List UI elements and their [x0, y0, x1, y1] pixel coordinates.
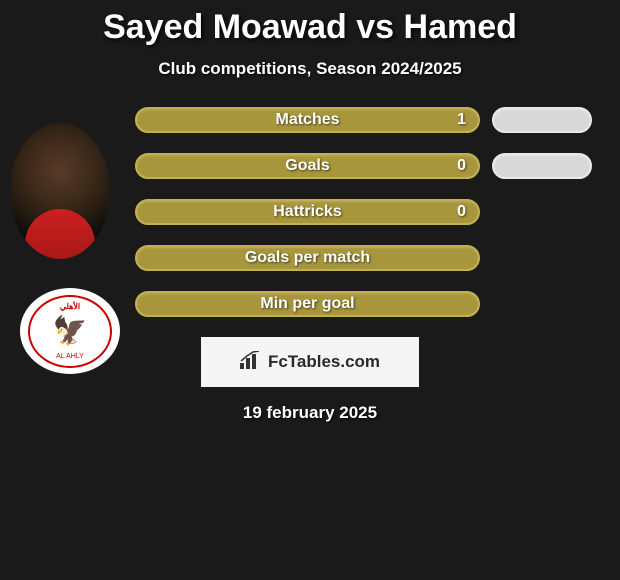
stat-bar-player2 — [492, 153, 592, 179]
stat-row-goals-per-match: Goals per match — [135, 245, 600, 271]
stat-label: Matches — [275, 111, 339, 129]
stat-row-matches: Matches 1 — [135, 107, 600, 133]
badge-inner: الأهلي 🦅 AL AHLY — [28, 295, 112, 368]
stat-bar-player1: Matches 1 — [135, 107, 480, 133]
subtitle: Club competitions, Season 2024/2025 — [0, 59, 620, 79]
badge-bottom-text: AL AHLY — [56, 353, 84, 360]
chart-icon — [240, 351, 262, 374]
stat-bar-player2 — [492, 107, 592, 133]
stat-row-hattricks: Hattricks 0 — [135, 199, 600, 225]
stat-value-player1: 0 — [457, 203, 466, 221]
stat-bar-player1: Hattricks 0 — [135, 199, 480, 225]
eagle-icon: 🦅 — [53, 317, 88, 345]
stat-label: Goals per match — [245, 249, 370, 267]
stat-bar-player1: Goals 0 — [135, 153, 480, 179]
stat-label: Goals — [285, 157, 329, 175]
date-text: 19 february 2025 — [0, 403, 620, 423]
fctables-badge[interactable]: FcTables.com — [201, 337, 419, 387]
stat-value-player1: 0 — [457, 157, 466, 175]
player1-club-badge: الأهلي 🦅 AL AHLY — [20, 288, 120, 374]
fctables-text: FcTables.com — [268, 352, 380, 372]
stat-label: Min per goal — [260, 295, 354, 313]
badge-top-text: الأهلي — [60, 302, 80, 311]
stat-row-goals: Goals 0 — [135, 153, 600, 179]
page-title: Sayed Moawad vs Hamed — [0, 8, 620, 47]
player1-photo — [10, 123, 110, 259]
comparison-infographic: Sayed Moawad vs Hamed Club competitions,… — [0, 0, 620, 580]
stat-bar-player1: Goals per match — [135, 245, 480, 271]
stat-row-min-per-goal: Min per goal — [135, 291, 600, 317]
stat-value-player1: 1 — [457, 111, 466, 129]
stat-bar-player1: Min per goal — [135, 291, 480, 317]
stats-area: Matches 1 Goals 0 Hattricks 0 Goals per … — [135, 107, 600, 317]
stat-label: Hattricks — [273, 203, 341, 221]
